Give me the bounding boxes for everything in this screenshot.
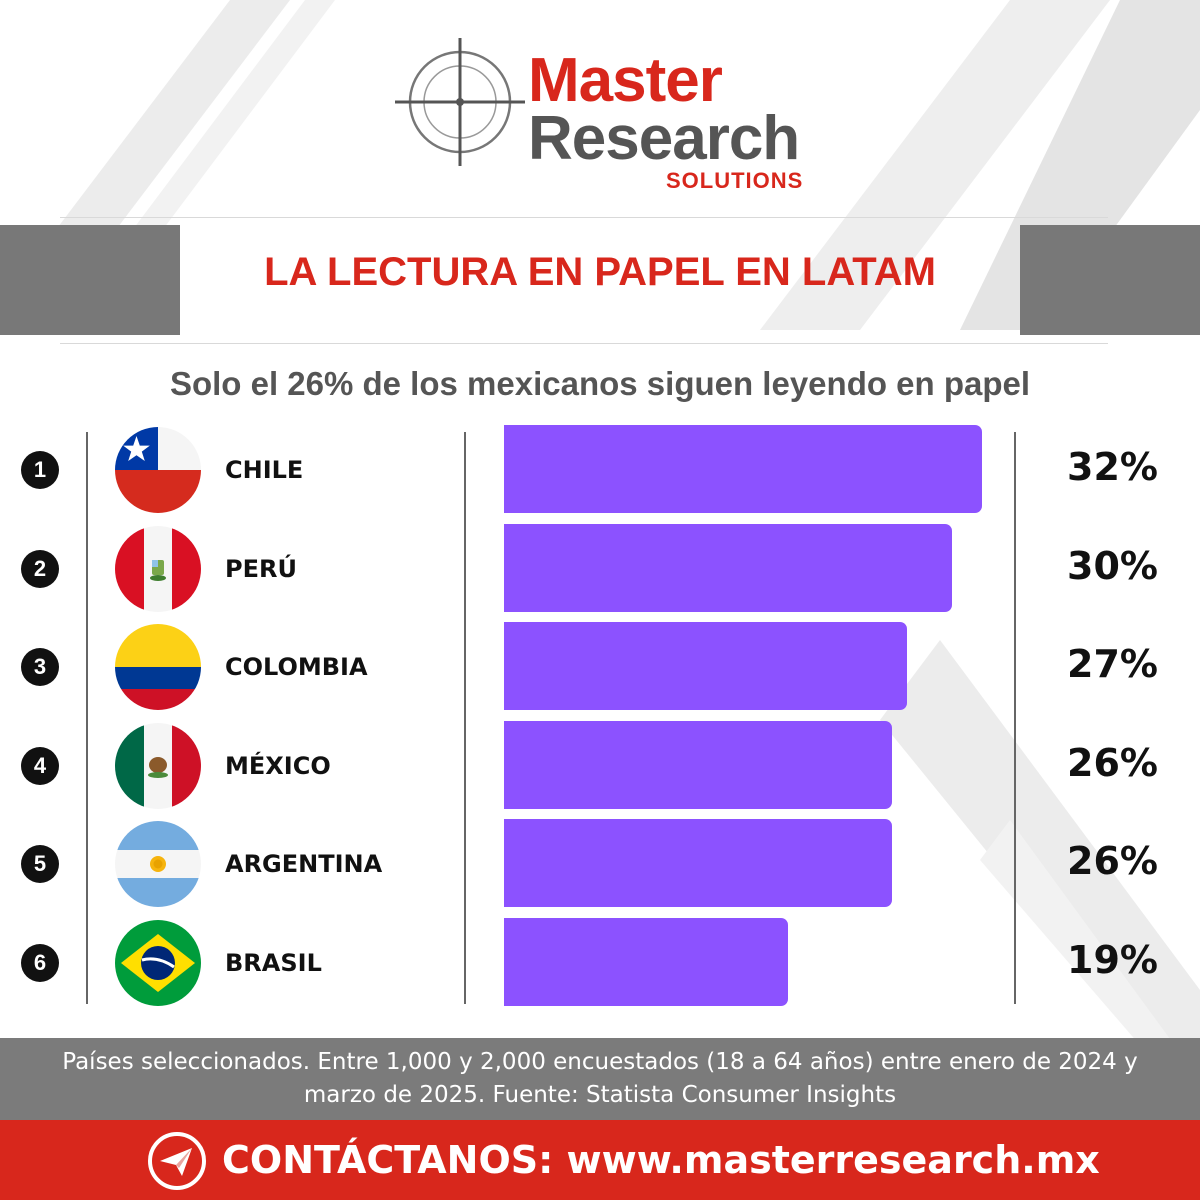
rank-badge: 2	[21, 549, 59, 588]
paper-plane-icon	[148, 1132, 206, 1190]
rank-badge: 5	[21, 845, 59, 883]
brand-logo: Master Research SOLUTIONS	[390, 30, 820, 200]
left-separator	[86, 432, 88, 1004]
brazil-flag-icon	[115, 919, 201, 1006]
peru-flag-icon	[115, 525, 201, 612]
value-label: 26%	[1067, 839, 1158, 883]
argentina-flag-icon	[115, 821, 201, 907]
mexico-flag-icon	[115, 722, 201, 809]
top-divider	[60, 217, 1108, 218]
chart-subtitle: Solo el 26% de los mexicanos siguen leye…	[169, 365, 1031, 402]
logo-research-text: Research	[528, 104, 800, 173]
bar	[504, 819, 892, 907]
rank-badge: 4	[21, 746, 59, 785]
bottom-divider	[60, 343, 1108, 344]
value-label: 32%	[1067, 445, 1158, 489]
crosshair-icon	[395, 38, 525, 166]
contact-bar[interactable]: CONTÁCTANOS: www.masterresearch.mx	[0, 1120, 1200, 1200]
title-block-right	[1020, 225, 1200, 335]
value-label: 27%	[1067, 642, 1158, 686]
colombia-flag-icon	[115, 624, 201, 710]
country-label: BRASIL	[225, 948, 322, 977]
logo-master-text: Master	[528, 46, 723, 115]
country-label: COLOMBIA	[225, 653, 368, 681]
footnote-text: Países seleccionados. Entre 1,000 y 2,00…	[62, 1049, 1138, 1108]
bar	[504, 720, 892, 809]
bar	[504, 523, 952, 612]
value-label: 26%	[1067, 740, 1158, 785]
rank-badge: 3	[21, 648, 59, 686]
footnote-bar: Países seleccionados. Entre 1,000 y 2,00…	[0, 1038, 1200, 1120]
rank-badge: 6	[21, 943, 59, 982]
country-label: PERÚ	[225, 554, 297, 583]
logo-solutions-text: SOLUTIONS	[666, 168, 804, 193]
chart-title: LA LECTURA EN PAPEL EN LATAM	[264, 250, 936, 294]
country-label: ARGENTINA	[225, 850, 383, 878]
contact-link[interactable]: CONTÁCTANOS: www.masterresearch.mx	[222, 1138, 1100, 1182]
bar	[504, 622, 907, 710]
bar-chart: 1 CHILE 32% 2 PERÚ 30% 3 COLOMBIA 27% 4 MÉXICO 26% 5…	[21, 425, 1158, 1006]
chile-flag-icon	[115, 427, 201, 513]
country-label: CHILE	[225, 456, 304, 484]
bar	[504, 425, 982, 513]
rank-badge: 1	[21, 451, 59, 489]
bar	[504, 917, 788, 1006]
right-separator	[1014, 432, 1016, 1004]
country-label: MÉXICO	[225, 751, 331, 780]
middle-separator	[464, 432, 466, 1004]
title-block-left	[0, 225, 180, 335]
value-label: 30%	[1067, 543, 1158, 588]
value-label: 19%	[1067, 937, 1158, 982]
